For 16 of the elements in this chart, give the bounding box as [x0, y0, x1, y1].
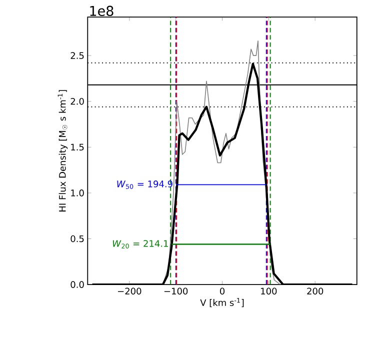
y-tick-label: 2.5 — [70, 52, 84, 60]
annotation: W$_{20}$ = 214.1 — [112, 240, 168, 249]
x-axis-title: V [km s$^{-1}$] — [200, 298, 244, 308]
x-tick-label: −100 — [164, 288, 188, 295]
x-tick-label: 100 — [261, 288, 277, 295]
y-tick-label: 1.5 — [71, 144, 84, 151]
y-tick-label: 2.0 — [70, 98, 84, 105]
y-tick-label: 0.5 — [70, 235, 84, 242]
text: 1e8 — [90, 6, 114, 16]
x-tick-label: −200 — [118, 288, 142, 295]
y-tick-label: 0.0 — [70, 281, 84, 288]
x-tick-label: 0 — [220, 288, 225, 295]
y-tick-label: 1.0 — [71, 190, 84, 196]
y-axis-title: HI Flux Density [M$_{☉}$ s km$^{-1}$] — [58, 90, 68, 212]
x-tick-label: 200 — [307, 288, 324, 295]
annotation: W$_{50}$ = 194.9 — [117, 180, 172, 189]
